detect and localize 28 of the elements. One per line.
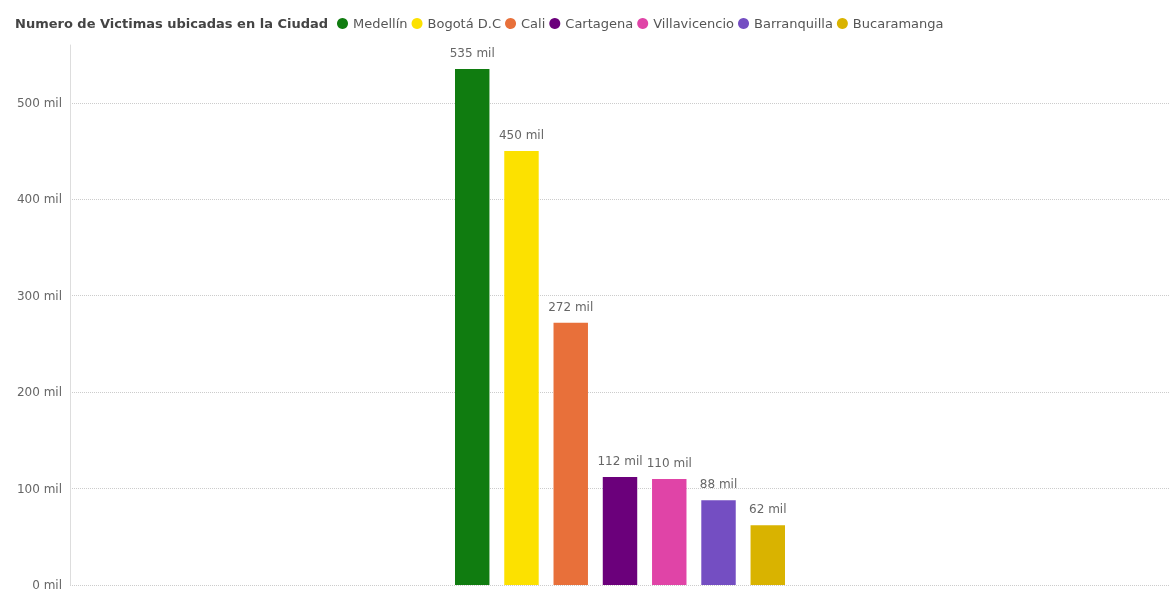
legend-label: Barranquilla [754,16,833,31]
data-label: 88 mil [699,477,738,492]
y-tick-label: 500 mil [16,95,62,110]
legend-label: Cartagena [565,16,634,31]
data-label: 62 mil [749,502,787,517]
data-label: 450 mil [498,128,545,143]
y-tick-label: 200 mil [16,385,62,400]
legend-label: Bogotá D.C [427,16,502,31]
y-tick-label: 300 mil [16,288,62,303]
legend-label: Villavicencio [653,16,735,31]
bar [701,500,736,585]
y-tick-label: 400 mil [16,192,62,207]
legend-label: Cali [521,16,546,31]
y-tick-label: 100 mil [16,481,62,496]
data-label: 272 mil [548,299,594,314]
bar [504,151,539,585]
bar [750,525,785,585]
bar [602,477,638,585]
y-tick-label: 0 mil [32,578,62,592]
bar [652,478,687,585]
bar [553,322,588,585]
data-label: 112 mil [597,454,643,468]
data-label: 110 mil [646,455,692,470]
legend-label: Bucaramanga [852,16,944,31]
bar [455,69,490,585]
data-label: 535 mil [449,46,495,61]
legend-label: Medellín [353,16,408,31]
legend-title: Numero de Victimas ubicadas en la Ciudad [15,16,329,31]
